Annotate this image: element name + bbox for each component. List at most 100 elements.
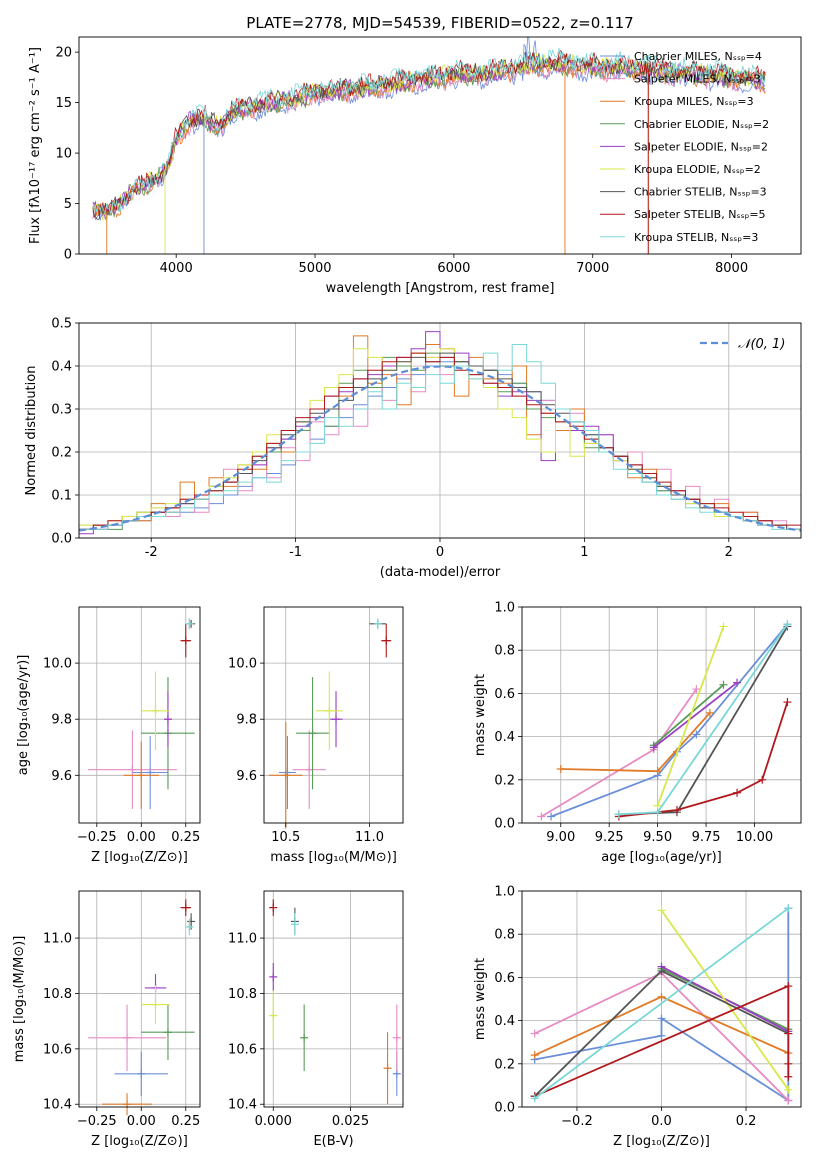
weight-marker (784, 1072, 793, 1081)
chart-residual_hist-xtick-label: -2 (145, 545, 158, 560)
data-point (181, 636, 190, 645)
chart-weight_vs_age (522, 606, 801, 824)
chart-weight_vs_age-xtick-label: 9.75 (692, 830, 721, 845)
chart-weight_vs_age-ytick-label: 0.2 (494, 773, 515, 788)
chart-weight_vs_age-axes: 9.00 9.25 9.50 9.75 10.00 0.0 0.2 0.4 0.6 0.8 1.0 a… (473, 601, 802, 865)
chart-mass_vs_Z-axes: −0.25 0.00 0.25 10.4 10.6 10.8 11.0 Z [log₁₀(Z/… (12, 890, 201, 1149)
chart-age_vs_Z-xtick-label: 0.00 (127, 830, 156, 845)
weight-marker (657, 1031, 666, 1040)
chart-mass_vs_EBV-ytick-label: 11.0 (228, 932, 257, 947)
weight-marker (657, 992, 666, 1001)
chart-age_vs_mass-ytick-label: 9.8 (236, 713, 257, 728)
chart-age_vs_mass-xtick-label: 11.0 (355, 830, 384, 845)
data-point (151, 1000, 160, 1009)
chart-mass_vs_Z-xlabel: Z [log₁₀(Z/Z⊙)] (91, 1134, 188, 1149)
chart-residual_hist-ytick-label: 0.2 (51, 446, 72, 461)
data-point (187, 917, 196, 926)
data-point (151, 706, 160, 715)
weight-marker (692, 730, 701, 739)
chart-weight_vs_Z-ytick-label: 0.8 (494, 928, 515, 943)
weight-marker (784, 904, 793, 913)
chart-age_vs_mass-ytick-label: 9.6 (236, 769, 257, 784)
chart-mass_vs_EBV-frame (263, 890, 404, 1108)
chart-residual_hist-ytick-label: 0.1 (51, 489, 72, 504)
legend-entry: Chabrier STELIB, Nₛₛₚ=3 (634, 186, 767, 199)
chart-spectrum-xtick-label: 5000 (298, 261, 331, 276)
chart-weight_vs_age-ytick-label: 0.8 (494, 644, 515, 659)
legend-entry: Salpeter MILES, Nₛₛₚ=3 (634, 73, 761, 86)
data-point (269, 1011, 278, 1020)
chart-mass_vs_Z-xtick-label: 0.00 (127, 1114, 156, 1129)
data-point (308, 729, 317, 738)
weight-marker (733, 678, 742, 687)
chart-spectrum-xtick-label: 7000 (576, 261, 609, 276)
data-point (137, 1069, 146, 1078)
data-point (392, 1033, 401, 1042)
chart-weight_vs_age-ytick-label: 0.4 (494, 730, 515, 745)
chart-mass_vs_Z-xtick-label: −0.25 (77, 1114, 117, 1129)
legend-entry: Chabrier MILES, Nₛₛₚ=4 (634, 50, 762, 63)
chart-residual_hist-ytick-label: 0.5 (51, 317, 72, 332)
weight-marker (733, 788, 742, 797)
chart-mass_vs_EBV-xtick-label: 0.025 (332, 1114, 369, 1129)
chart-mass_vs_EBV (264, 891, 403, 1107)
chart-age_vs_Z-ytick-label: 9.6 (51, 769, 72, 784)
chart-age_vs_mass-marks (269, 618, 392, 829)
chart-residual_hist-xtick-label: 0 (436, 545, 444, 560)
weight-marker (784, 1029, 793, 1038)
data-point (373, 619, 382, 628)
data-point (325, 706, 334, 715)
chart-mass_vs_EBV-xtick-label: 0.000 (255, 1114, 292, 1129)
chart-weight_vs_Z-axes: −0.2 0.0 0.2 0.0 0.2 0.4 0.6 0.8 1.0 Z [log₁₀(Z/Z… (473, 885, 802, 1149)
chart-weight_vs_age-xtick-label: 9.25 (595, 830, 624, 845)
chart-age_vs_Z-xtick-label: 0.25 (171, 830, 200, 845)
chart-mass_vs_Z-ytick-label: 11.0 (43, 932, 72, 947)
chart-mass_vs_Z-xtick-label: 0.25 (171, 1114, 200, 1129)
weight-marker (547, 812, 556, 821)
chart-mass_vs_Z-ytick-label: 10.4 (43, 1098, 72, 1113)
chart-spectrum-ytick-label: 10 (55, 147, 72, 162)
chart-mass_vs_Z-ytick-label: 10.6 (43, 1042, 72, 1057)
chart-age_vs_mass-xtick-label: 10.5 (271, 830, 300, 845)
weight-marker (530, 1029, 539, 1038)
chart-age_vs_Z-xtick-label: −0.25 (77, 830, 117, 845)
weight-line (653, 681, 738, 749)
weight-marker (784, 1059, 793, 1068)
chart-mass_vs_Z-marks (87, 899, 196, 1116)
chart-age_vs_Z-xlabel: Z [log₁₀(Z/Z⊙)] (91, 850, 188, 865)
chart-weight_vs_Z-ylabel: mass weight (473, 958, 488, 1040)
chart-residual_hist-xtick-label: -1 (289, 545, 302, 560)
figure-title: PLATE=2778, MJD=54539, FIBERID=0522, z=0… (246, 14, 633, 32)
data-point (137, 771, 146, 780)
chart-mass_vs_EBV-ytick-label: 10.8 (228, 987, 257, 1002)
chart-spectrum-frame (78, 36, 802, 255)
chart-age_vs_Z-axes: −0.25 0.00 0.25 9.6 9.8 10.0 Z [log₁₀(Z/Z⊙)] ag… (16, 606, 201, 865)
weight-marker (653, 808, 662, 817)
data-point (332, 715, 341, 724)
chart-weight_vs_age-ytick-label: 0.6 (494, 687, 515, 702)
weight-marker (784, 1085, 793, 1094)
chart-spectrum-ytick-label: 0 (64, 248, 72, 263)
weight-line (656, 626, 725, 807)
weight-marker (649, 743, 658, 752)
chart-residual_hist-axes: -2 -1 0 1 2 0.0 0.1 0.2 0.3 0.4 0.5 (data-model)/er… (24, 317, 802, 580)
data-point (392, 1069, 401, 1078)
chart-weight_vs_Z-ytick-label: 0.6 (494, 971, 515, 986)
chart-spectrum-xtick-label: 6000 (437, 261, 470, 276)
weight-marker (673, 806, 681, 815)
spectrum-line (92, 53, 766, 222)
data-point (185, 619, 194, 628)
chart-residual_hist-ytick-label: 0.0 (51, 532, 72, 547)
weight-marker (783, 698, 792, 707)
data-point (305, 765, 314, 774)
legend-entry: Salpeter STELIB, Nₛₛₚ=5 (634, 208, 766, 221)
weight-marker (784, 1096, 793, 1105)
chart-age_vs_mass (264, 607, 403, 823)
chart-age_vs_mass-axes: 10.5 11.0 9.6 9.8 10.0 mass [log₁₀(M/M⊙)] (228, 606, 404, 865)
chart-residual_hist-xlabel: (data-model)/error (380, 565, 501, 580)
weight-marker (783, 620, 792, 629)
data-point (382, 636, 391, 645)
gaussian-curve (78, 365, 802, 532)
weight-marker (657, 966, 666, 975)
